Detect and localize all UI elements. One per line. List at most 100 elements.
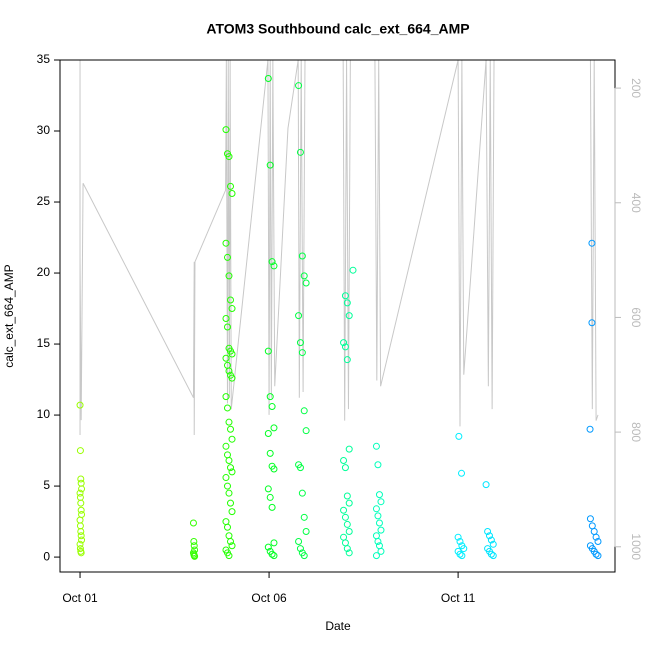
point	[78, 536, 86, 544]
point	[377, 498, 385, 506]
x-tick-label: Oct 01	[62, 591, 98, 605]
point	[374, 461, 382, 469]
point	[340, 506, 348, 514]
point	[228, 190, 236, 198]
point	[594, 552, 602, 560]
point	[302, 427, 310, 435]
point	[296, 545, 304, 553]
y-tick-label: 30	[37, 123, 51, 137]
point	[295, 82, 303, 90]
point	[190, 542, 198, 550]
point	[343, 520, 351, 528]
point	[268, 550, 276, 558]
y-tick-label: 15	[37, 336, 51, 350]
point	[298, 489, 306, 497]
point	[296, 339, 304, 347]
point	[264, 74, 272, 82]
point	[592, 550, 600, 558]
point	[487, 536, 495, 544]
point	[222, 393, 230, 401]
point	[456, 550, 464, 558]
point	[222, 442, 230, 450]
point	[228, 542, 236, 550]
x-axis-label: Date	[325, 619, 351, 633]
point	[78, 485, 86, 493]
y2-tick-label: 800	[629, 422, 643, 442]
y-tick-label: 0	[43, 549, 50, 563]
y2-tick-label: 1000	[629, 533, 643, 560]
point	[375, 519, 383, 527]
point	[340, 339, 348, 347]
y-tick-label: 25	[37, 194, 51, 208]
point	[77, 475, 85, 483]
point	[345, 499, 353, 507]
point	[264, 430, 272, 438]
point	[454, 533, 462, 541]
point	[227, 499, 235, 507]
point	[225, 418, 233, 426]
x-tick-label: Oct 11	[441, 591, 476, 605]
point	[343, 299, 351, 307]
point	[300, 407, 308, 415]
point	[341, 292, 349, 300]
point	[295, 537, 303, 545]
y-tick-label: 20	[37, 265, 51, 279]
point	[228, 508, 236, 516]
point	[458, 552, 466, 560]
point	[270, 424, 278, 432]
point	[264, 347, 272, 355]
point	[222, 474, 230, 482]
point	[191, 552, 199, 560]
point	[77, 532, 85, 540]
point	[225, 153, 233, 161]
y2-tick-label: 400	[629, 193, 643, 213]
point	[77, 506, 85, 514]
point	[372, 505, 380, 513]
point	[222, 354, 230, 362]
point	[225, 457, 233, 465]
point	[489, 540, 497, 548]
point	[228, 305, 236, 313]
point	[225, 272, 233, 280]
point	[592, 533, 600, 541]
point	[377, 547, 385, 555]
point	[270, 465, 278, 473]
point	[227, 425, 235, 433]
point	[268, 258, 276, 266]
point	[377, 526, 385, 534]
point	[345, 312, 353, 320]
point	[227, 296, 235, 304]
point	[586, 515, 594, 523]
point	[266, 493, 274, 501]
point	[228, 374, 236, 382]
y-axis-label: calc_ext_664_AMP	[2, 264, 16, 367]
point	[302, 528, 310, 536]
point	[270, 262, 278, 270]
point	[264, 485, 272, 493]
point	[456, 537, 464, 545]
point	[223, 482, 231, 490]
depth-line	[79, 60, 599, 435]
point	[76, 540, 84, 548]
y-tick-label: 5	[43, 478, 50, 492]
point	[374, 512, 382, 520]
point	[482, 481, 490, 489]
point	[588, 319, 596, 327]
y2-tick-label: 200	[629, 78, 643, 98]
point	[77, 549, 85, 557]
point	[225, 489, 233, 497]
point	[268, 503, 276, 511]
point	[345, 549, 353, 557]
point	[76, 401, 84, 409]
point	[345, 528, 353, 536]
point	[223, 523, 231, 531]
point	[594, 537, 602, 545]
line-layer	[79, 60, 599, 435]
point	[268, 403, 276, 411]
point	[76, 545, 84, 553]
point	[341, 513, 349, 521]
point	[222, 239, 230, 247]
point	[227, 182, 235, 190]
